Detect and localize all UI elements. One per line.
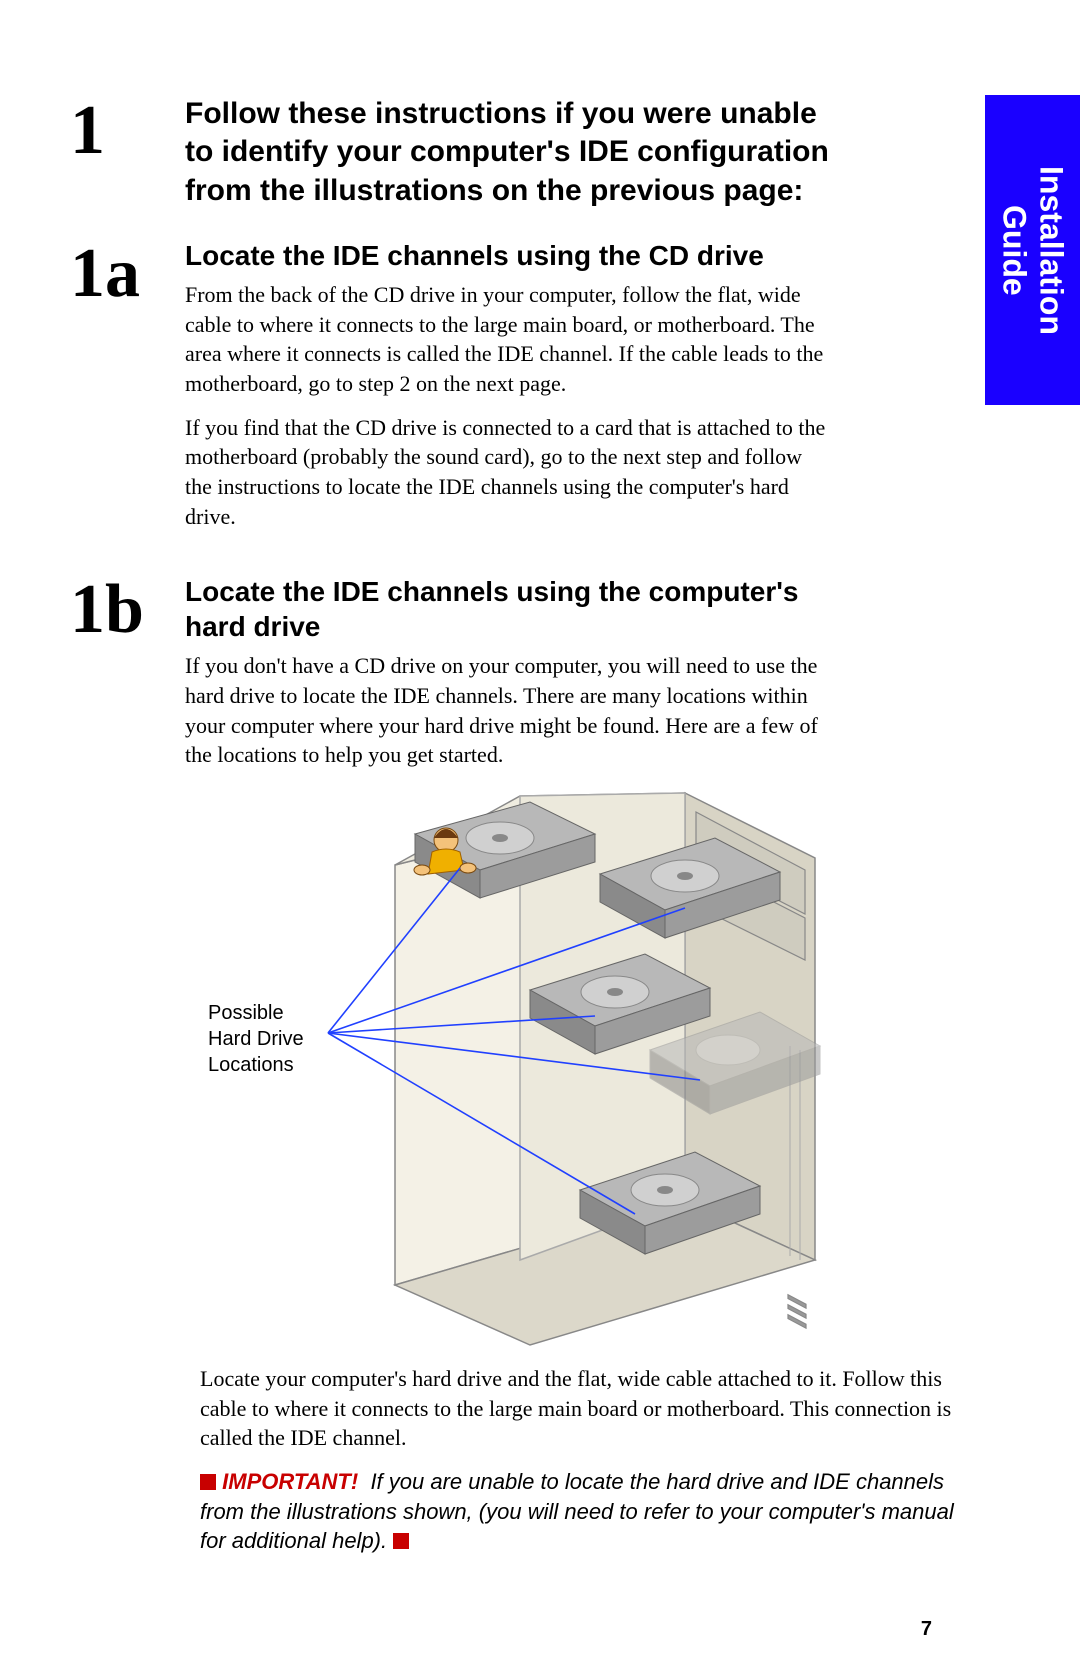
step-1a: 1a Locate the IDE channels using the CD … [70, 238, 1010, 545]
step-1b: 1b Locate the IDE channels using the com… [70, 574, 1010, 784]
illus-label-l2: Hard Drive [208, 1028, 304, 1050]
important-note: IMPORTANT! If you are unable to locate t… [200, 1467, 990, 1556]
page-content: 1 Follow these instructions if you were … [70, 95, 1010, 1556]
step-1b-p2: Locate your computer's hard drive and th… [200, 1364, 990, 1453]
square-bullet-end-icon [393, 1533, 409, 1549]
illus-label-l1: Possible [208, 1002, 284, 1024]
step-1b-p1: If you don't have a CD drive on your com… [185, 651, 830, 770]
step-1: 1 Follow these instructions if you were … [70, 95, 1010, 210]
page-number: 7 [921, 1618, 932, 1641]
tab-line1: Installation [1033, 166, 1069, 335]
illus-label-l3: Locations [208, 1054, 294, 1076]
step-1a-number: 1a [70, 238, 185, 304]
step-1-heading: Follow these instructions if you were un… [185, 95, 830, 210]
computer-illustration: Possible Hard Drive Locations [200, 790, 900, 1350]
step-1b-heading: Locate the IDE channels using the comput… [185, 574, 830, 646]
step-1-number: 1 [70, 95, 185, 161]
computer-svg [200, 790, 900, 1350]
step-1a-p2: If you find that the CD drive is connect… [185, 413, 830, 532]
step-1a-p1: From the back of the CD drive in your co… [185, 280, 830, 399]
illustration-label: Possible Hard Drive Locations [208, 1000, 304, 1078]
step-1b-number: 1b [70, 574, 185, 640]
square-bullet-icon [200, 1474, 216, 1490]
important-lead: IMPORTANT! [222, 1469, 364, 1494]
step-1a-heading: Locate the IDE channels using the CD dri… [185, 238, 830, 274]
